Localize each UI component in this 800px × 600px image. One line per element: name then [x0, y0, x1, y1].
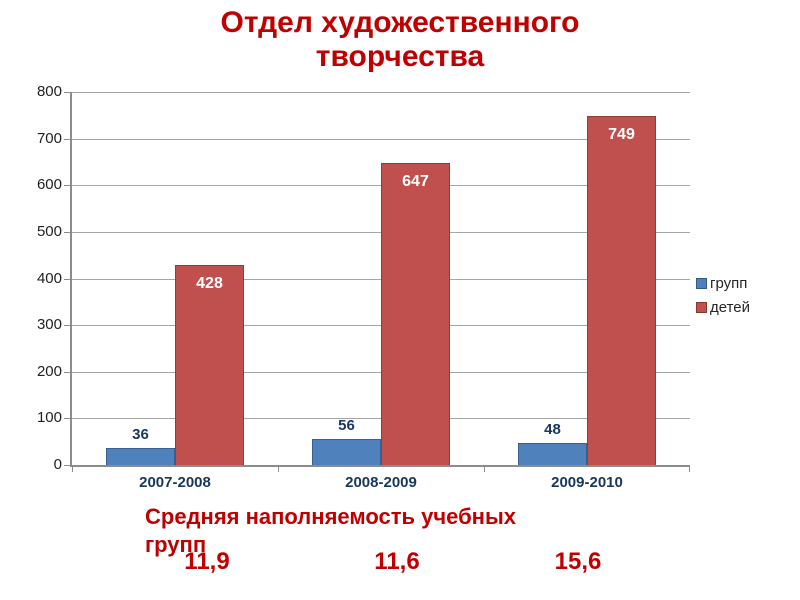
category-label-2008-2009: 2008-2009: [345, 474, 417, 491]
value-label-детей-2009-2010: 749: [608, 126, 635, 143]
caption: Средняя наполняемость учебных групп: [145, 504, 516, 557]
y-axis-tick-600: [64, 185, 72, 186]
legend-swatch-detej-icon: [696, 301, 707, 313]
x-axis-tick-1: [278, 465, 279, 472]
y-axis-label-200: 200: [36, 363, 62, 380]
bar-групп-2007-2008: [106, 448, 175, 465]
average-2008-2009: 11,6: [374, 548, 420, 575]
bar-детей-2007-2008: [175, 265, 244, 465]
bar-групп-2009-2010: [518, 443, 587, 465]
category-label-2009-2010: 2009-2010: [551, 474, 623, 491]
y-axis-label-300: 300: [36, 316, 62, 333]
y-axis-label-0: 0: [53, 456, 62, 473]
value-label-групп-2007-2008: 36: [132, 426, 149, 443]
plot-area: 0 100 200 300 400 500 600 700 800 36 428 2007-2008 5…: [37, 83, 690, 491]
legend-label-grupp: групп: [710, 274, 748, 292]
bar-детей-2009-2010: [587, 116, 656, 465]
x-axis-tick-3: [689, 465, 690, 472]
bar-детей-2008-2009: [381, 163, 450, 465]
y-axis-tick-0: [64, 465, 72, 466]
legend-swatch-grupp-icon: [696, 277, 707, 289]
y-axis-label-600: 600: [36, 176, 62, 193]
chart-title-text: Отдел художественного творчества: [220, 6, 580, 73]
average-2007-2008: 11,9: [184, 548, 230, 575]
chart-title: Отдел художественного творчества: [0, 6, 800, 74]
y-axis-tick-400: [64, 279, 72, 280]
y-axis-label-800: 800: [36, 83, 62, 100]
value-label-детей-2007-2008: 428: [196, 275, 223, 292]
legend-item-grupp: групп: [696, 271, 750, 295]
value-label-групп-2009-2010: 48: [544, 421, 561, 438]
y-axis-tick-800: [64, 92, 72, 93]
y-axis-tick-300: [64, 325, 72, 326]
value-label-детей-2008-2009: 647: [402, 173, 429, 190]
y-axis-label-100: 100: [36, 409, 62, 426]
gridline-700: [72, 139, 690, 140]
value-label-групп-2008-2009: 56: [338, 417, 355, 434]
x-axis-tick-2: [484, 465, 485, 472]
y-axis-tick-700: [64, 139, 72, 140]
legend: групп детей: [696, 271, 750, 319]
legend-label-detej: детей: [710, 298, 751, 316]
x-axis-tick-0: [72, 465, 73, 472]
y-axis-label-500: 500: [36, 223, 62, 240]
y-axis-label-400: 400: [36, 270, 62, 287]
bar-групп-2008-2009: [312, 439, 381, 465]
y-axis-label-700: 700: [36, 130, 62, 147]
category-label-2007-2008: 2007-2008: [139, 474, 211, 491]
legend-item-detej: детей: [696, 295, 750, 319]
y-axis-tick-500: [64, 232, 72, 233]
y-axis-tick-100: [64, 418, 72, 419]
y-axis-tick-200: [64, 372, 72, 373]
gridline-800: [72, 92, 690, 93]
average-2009-2010: 15,6: [554, 548, 602, 575]
